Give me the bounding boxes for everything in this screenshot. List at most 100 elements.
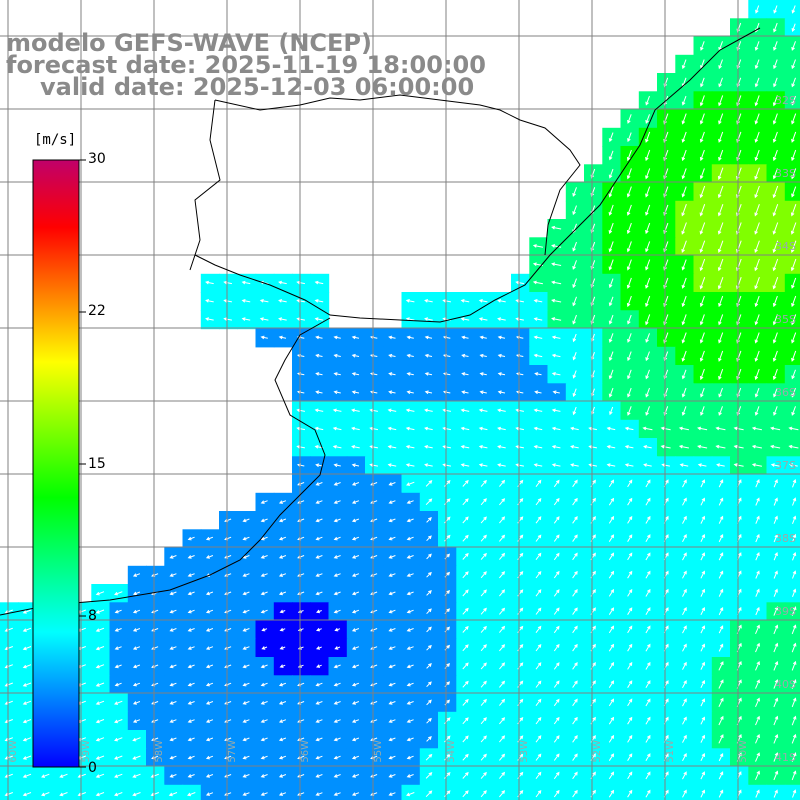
wind-arrow: [169, 682, 177, 687]
wind-arrow: [426, 644, 432, 651]
wind-arrow: [627, 753, 633, 761]
wind-arrow: [333, 353, 341, 358]
wind-arrow: [315, 500, 323, 504]
speed-cell: [91, 784, 111, 800]
wind-arrow: [442, 445, 451, 449]
wind-arrow: [444, 480, 451, 487]
wind-arrow: [626, 295, 632, 308]
wind-arrow: [608, 387, 614, 398]
wind-arrow: [645, 168, 651, 180]
wind-arrow: [351, 518, 360, 523]
wind-arrow: [462, 479, 469, 487]
wind-arrow: [278, 335, 287, 340]
wind-arrow: [718, 41, 723, 51]
wind-arrow: [426, 699, 432, 706]
wind-arrow: [461, 372, 469, 376]
wind-arrow: [406, 755, 414, 760]
wind-arrow: [718, 588, 724, 597]
speed-cell: [638, 565, 658, 585]
wind-arrow: [169, 755, 177, 760]
wind-arrow: [608, 241, 614, 253]
wind-arrow: [242, 573, 250, 577]
wind-arrow: [22, 646, 32, 651]
wind-arrow: [535, 643, 542, 652]
wind-arrow: [405, 299, 415, 303]
wind-arrow: [279, 609, 286, 614]
wind-arrow: [241, 280, 251, 285]
wind-arrow: [700, 77, 705, 88]
wind-arrow: [535, 570, 542, 579]
wind-arrow: [791, 59, 796, 70]
speed-cell: [784, 565, 800, 585]
wind-arrow: [699, 95, 705, 107]
wind-arrow: [699, 350, 705, 362]
speed-cell: [748, 474, 768, 494]
colorbar-gradient: [32, 159, 80, 768]
speed-cell: [255, 784, 275, 800]
wind-arrow: [480, 552, 487, 560]
wind-arrow: [645, 515, 651, 524]
wind-arrow: [333, 536, 341, 541]
wind-arrow: [682, 698, 687, 707]
wind-arrow: [717, 240, 724, 253]
speed-cell: [620, 784, 640, 800]
wind-arrow: [773, 77, 778, 88]
wind-arrow: [424, 390, 433, 395]
wind-arrow: [754, 113, 760, 125]
wind-arrow: [479, 353, 487, 358]
wind-arrow: [426, 608, 432, 615]
wind-arrow: [426, 517, 432, 523]
wind-arrow: [169, 555, 177, 559]
wind-arrow: [187, 737, 195, 742]
wind-arrow: [168, 792, 178, 797]
lon-label: 52W: [592, 740, 603, 763]
wind-arrow: [551, 298, 562, 303]
speed-cell: [784, 748, 800, 768]
wind-arrow: [426, 736, 432, 742]
wind-arrow: [682, 771, 687, 780]
wind-arrow: [535, 771, 542, 780]
wind-arrow: [351, 719, 360, 723]
speed-cell: [675, 565, 695, 585]
wind-arrow: [532, 244, 543, 248]
speed-cell: [638, 638, 658, 658]
wind-arrow: [553, 698, 560, 707]
wind-arrow: [626, 204, 632, 216]
wind-arrow: [682, 679, 687, 689]
wind-arrow: [95, 664, 105, 669]
wind-arrow: [242, 555, 250, 559]
wind-arrow: [132, 628, 141, 632]
lat-label: 37S: [775, 459, 796, 472]
wind-arrow: [791, 733, 797, 744]
wind-arrow: [442, 463, 451, 467]
wind-arrow: [533, 317, 543, 321]
wind-arrow: [351, 426, 360, 431]
wind-arrow: [535, 789, 542, 798]
speed-cell: [675, 237, 695, 257]
wind-arrow: [755, 588, 760, 597]
wind-arrow: [645, 479, 651, 488]
speed-cell: [784, 766, 800, 786]
wind-arrow: [369, 426, 378, 431]
speed-cell: [419, 748, 439, 768]
wind-arrow: [645, 552, 651, 561]
wind-arrow: [480, 771, 487, 779]
wind-arrow: [627, 570, 633, 579]
wind-arrow: [242, 609, 250, 614]
wind-arrow: [497, 353, 506, 358]
wind-arrow: [132, 737, 141, 742]
wind-arrow: [572, 753, 578, 761]
wind-arrow: [627, 643, 633, 652]
wind-arrow: [95, 737, 105, 742]
wind-arrow: [681, 95, 687, 106]
speed-cell: [584, 675, 603, 695]
wind-arrow: [95, 792, 105, 797]
wind-arrow: [132, 755, 141, 760]
wind-arrow: [315, 737, 323, 742]
wind-arrow: [497, 426, 506, 431]
wind-arrow: [700, 643, 705, 652]
wind-arrow: [718, 661, 724, 671]
wind-arrow: [460, 299, 470, 303]
wind-arrow: [187, 755, 195, 760]
wind-arrow: [553, 570, 560, 579]
